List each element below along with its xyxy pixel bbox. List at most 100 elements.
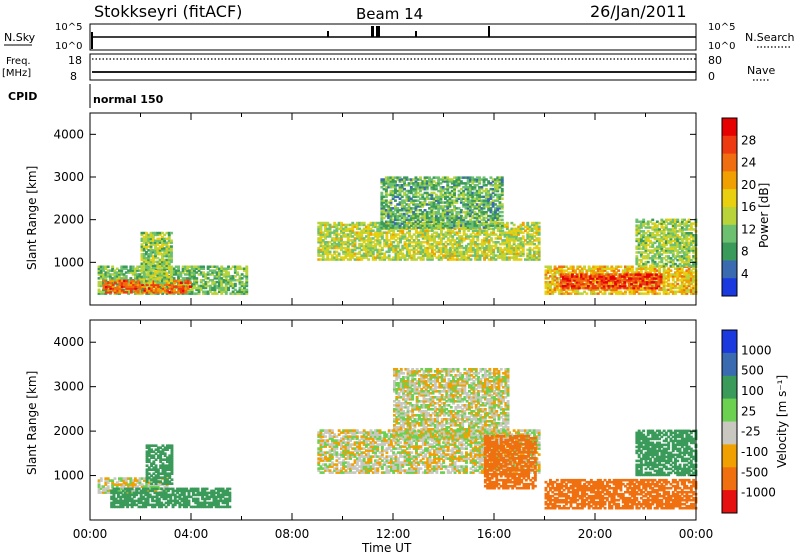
data-cell xyxy=(483,241,486,244)
data-cell xyxy=(330,256,334,259)
data-cell xyxy=(365,235,368,238)
data-cell xyxy=(487,239,491,242)
data-cell xyxy=(526,242,530,246)
data-cell xyxy=(202,282,205,286)
data-cell xyxy=(414,180,418,183)
data-cell xyxy=(630,290,634,293)
data-cell xyxy=(407,184,411,187)
data-cell xyxy=(204,286,208,290)
data-cell xyxy=(159,289,163,292)
data-cell xyxy=(423,209,427,212)
data-cell xyxy=(415,244,418,248)
data-cell xyxy=(683,282,686,286)
data-cell xyxy=(199,280,203,284)
data-cell xyxy=(601,284,605,288)
data-cell xyxy=(689,282,693,286)
data-cell xyxy=(321,235,325,238)
data-cell xyxy=(170,274,173,277)
data-cell xyxy=(321,221,325,225)
data-cell xyxy=(651,234,655,237)
data-cell xyxy=(147,241,151,244)
data-cell xyxy=(469,209,472,212)
data-cell xyxy=(407,195,411,199)
data-cell xyxy=(549,265,552,268)
data-cell xyxy=(385,244,389,248)
data-cell xyxy=(521,241,525,244)
data-cell xyxy=(416,222,420,225)
data-cell xyxy=(602,286,606,290)
data-cell xyxy=(508,235,511,238)
data-cell xyxy=(580,277,583,280)
data-cell xyxy=(424,229,427,232)
data-cell xyxy=(380,216,384,220)
data-cell xyxy=(453,224,456,227)
data-cell xyxy=(107,291,111,294)
data-cell xyxy=(607,275,611,278)
data-cell xyxy=(669,282,673,286)
data-cell xyxy=(405,246,409,250)
data-cell xyxy=(605,265,609,268)
data-cell xyxy=(567,267,571,270)
data-cell xyxy=(637,226,641,229)
data-cell xyxy=(575,273,579,276)
data-cell xyxy=(108,273,112,276)
data-cell xyxy=(612,267,616,270)
data-cell xyxy=(127,290,130,293)
data-cell xyxy=(687,279,691,282)
data-cell xyxy=(399,237,402,240)
data-cell xyxy=(161,276,164,279)
data-cell xyxy=(104,271,108,274)
data-cell xyxy=(530,227,534,231)
data-cell xyxy=(491,214,495,218)
data-cell xyxy=(405,203,409,206)
data-cell xyxy=(669,286,673,290)
data-cell xyxy=(469,248,473,252)
data-cell xyxy=(444,178,447,181)
data-cell xyxy=(380,214,384,218)
data-cell xyxy=(133,275,137,278)
data-cell xyxy=(111,277,115,280)
data-cell xyxy=(387,242,391,246)
data-cell xyxy=(453,205,456,208)
data-cell xyxy=(455,212,459,216)
data-cell xyxy=(442,254,446,257)
data-cell xyxy=(426,252,430,255)
data-cell xyxy=(662,237,666,241)
data-cell xyxy=(380,220,384,223)
data-cell xyxy=(206,273,210,276)
data-cell xyxy=(193,265,196,268)
data-cell xyxy=(158,258,162,262)
data-cell xyxy=(446,187,450,191)
data-cell xyxy=(609,284,613,288)
data-cell xyxy=(535,258,539,261)
data-cell xyxy=(471,235,475,238)
data-cell xyxy=(584,273,588,276)
data-cell xyxy=(188,277,192,280)
data-cell xyxy=(116,291,120,294)
data-cell xyxy=(177,287,181,290)
data-cell xyxy=(451,252,455,255)
data-cell xyxy=(526,258,530,261)
data-cell xyxy=(400,222,404,225)
data-cell xyxy=(177,281,181,284)
data-cell xyxy=(642,257,646,260)
data-cell xyxy=(664,249,668,252)
data-cell xyxy=(483,239,486,242)
data-cell xyxy=(444,197,447,200)
data-cell xyxy=(535,233,539,236)
data-cell xyxy=(480,254,484,257)
data-cell xyxy=(485,246,489,250)
data-cell xyxy=(163,249,167,252)
data-cell xyxy=(215,277,219,280)
data-cell xyxy=(371,256,375,259)
data-cell xyxy=(505,233,509,236)
data-cell xyxy=(387,248,391,252)
data-cell xyxy=(387,180,391,183)
data-cell xyxy=(637,271,641,274)
data-cell xyxy=(537,256,541,259)
data-cell xyxy=(444,212,447,216)
data-cell xyxy=(618,275,622,278)
data-cell xyxy=(421,227,425,231)
data-cell xyxy=(641,281,645,284)
data-cell xyxy=(434,193,438,197)
